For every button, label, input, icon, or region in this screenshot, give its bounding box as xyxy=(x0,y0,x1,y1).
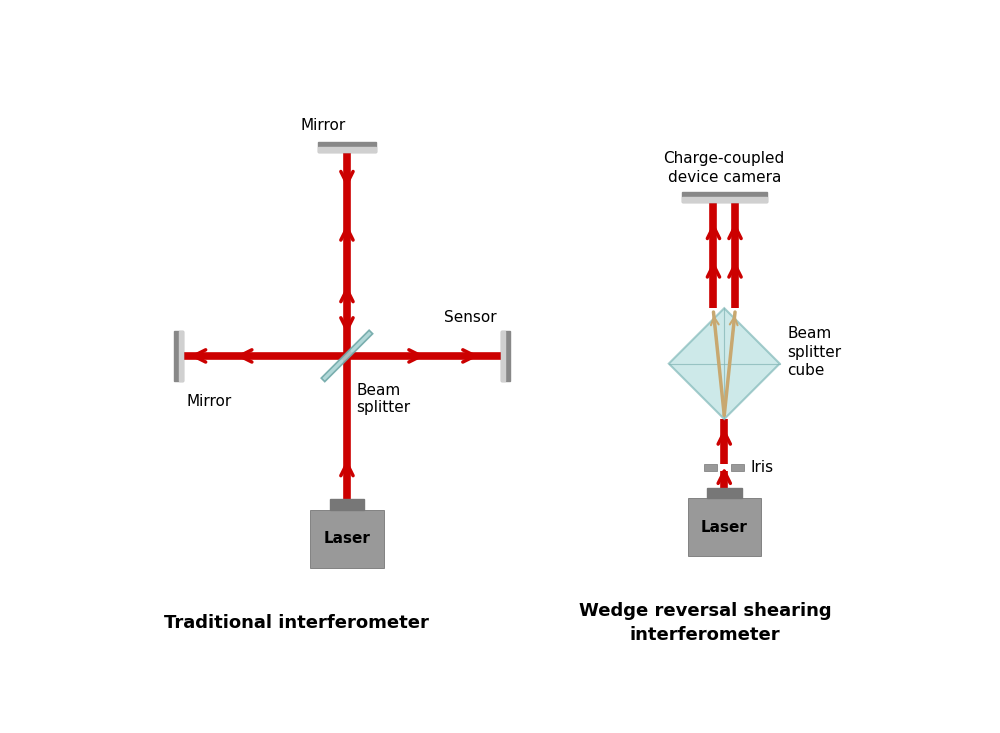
Polygon shape xyxy=(321,330,373,382)
Text: Mirror: Mirror xyxy=(187,394,232,410)
Bar xyxy=(318,142,376,152)
Bar xyxy=(682,192,767,202)
Bar xyxy=(707,487,742,498)
Text: Mirror: Mirror xyxy=(301,117,346,133)
Bar xyxy=(731,464,744,471)
Bar xyxy=(704,464,717,471)
Bar xyxy=(310,510,384,567)
Text: Laser: Laser xyxy=(701,520,748,535)
Text: Wedge reversal shearing
interferometer: Wedge reversal shearing interferometer xyxy=(579,603,831,644)
Text: Beam
splitter
cube: Beam splitter cube xyxy=(787,326,842,378)
Text: Sensor: Sensor xyxy=(444,310,497,325)
Text: Laser: Laser xyxy=(324,531,370,546)
Text: Iris: Iris xyxy=(750,460,774,475)
Text: Charge-coupled
device camera: Charge-coupled device camera xyxy=(664,152,785,185)
Bar xyxy=(688,498,761,556)
Polygon shape xyxy=(669,308,780,419)
Bar xyxy=(174,331,183,381)
Text: Beam
splitter: Beam splitter xyxy=(356,383,410,416)
Bar xyxy=(179,331,183,381)
Bar xyxy=(318,147,376,152)
Text: Traditional interferometer: Traditional interferometer xyxy=(164,614,429,632)
Bar xyxy=(330,499,364,510)
Bar xyxy=(682,197,767,202)
Bar xyxy=(501,331,505,381)
Bar xyxy=(501,331,510,381)
